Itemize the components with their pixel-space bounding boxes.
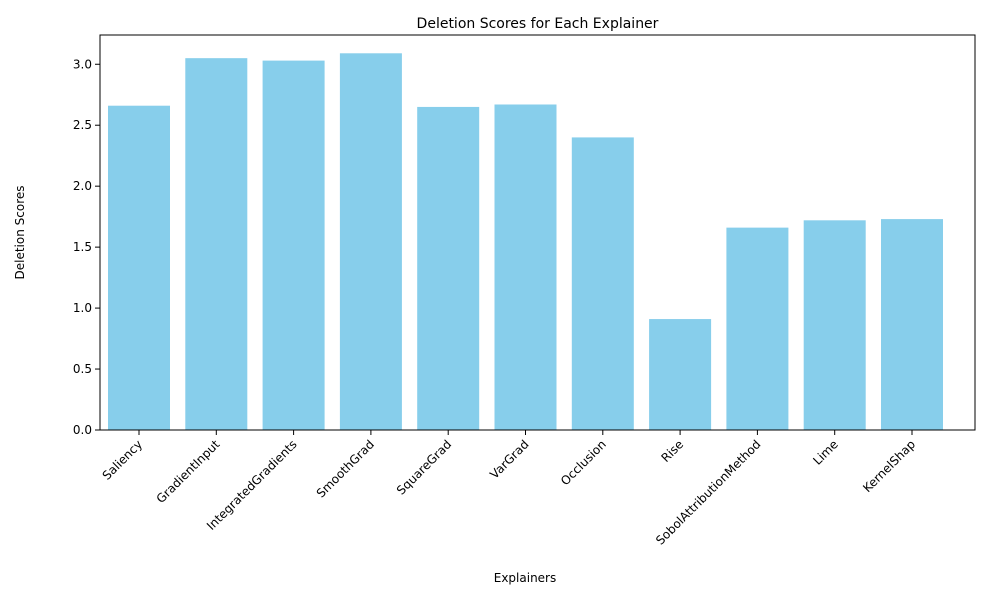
y-tick-label: 2.0 [73,179,92,193]
bar-gradientinput [185,58,248,431]
x-tick-label: KernelShap [860,437,918,495]
plot-frame [99,34,976,431]
x-tick-label: SquareGrad [394,437,454,497]
y-tick-label: 2.5 [73,118,92,132]
x-axis: Saliency GradientInputIntegratedGradients… [100,430,918,548]
x-tick-label: VarGrad [487,437,531,481]
y-tick-label: 1.0 [73,301,92,315]
bar-smoothgrad [339,53,402,430]
y-tick-label: 1.5 [73,240,92,254]
y-axis: 0.0 0.5 1.0 1.5 2.0 2.5 3.0 [73,57,100,437]
bar-vargrad [494,104,557,431]
chart-title: Deletion Scores for Each Explainer [417,16,659,32]
bar-rise [649,319,712,430]
bar-occlusion [571,137,634,430]
bars-group [108,53,943,431]
bar-kernelshap [881,219,943,430]
y-tick-label: 0.5 [73,362,92,376]
y-tick-label: 0.0 [73,423,92,437]
x-tick-label: Rise [658,437,686,465]
x-tick-label: IntegratedGradients [204,437,300,533]
bar-squaregrad [417,106,480,430]
x-tick-label: Occlusion [558,437,609,488]
x-tick-label: Saliency [100,437,145,482]
y-tick-label: 3.0 [73,57,92,71]
x-tick-label: Lime [810,437,840,467]
x-tick-label: GradientInput [154,437,223,506]
bar-saliency [108,105,170,431]
x-axis-label: Explainers [494,571,557,585]
bar-sobolattributionmethod [726,227,789,430]
x-tick-label: SmoothGrad [314,437,377,500]
bar-integratedgradients [262,60,325,430]
y-axis-label: Deletion Scores [13,185,27,279]
bar-lime [803,220,866,430]
